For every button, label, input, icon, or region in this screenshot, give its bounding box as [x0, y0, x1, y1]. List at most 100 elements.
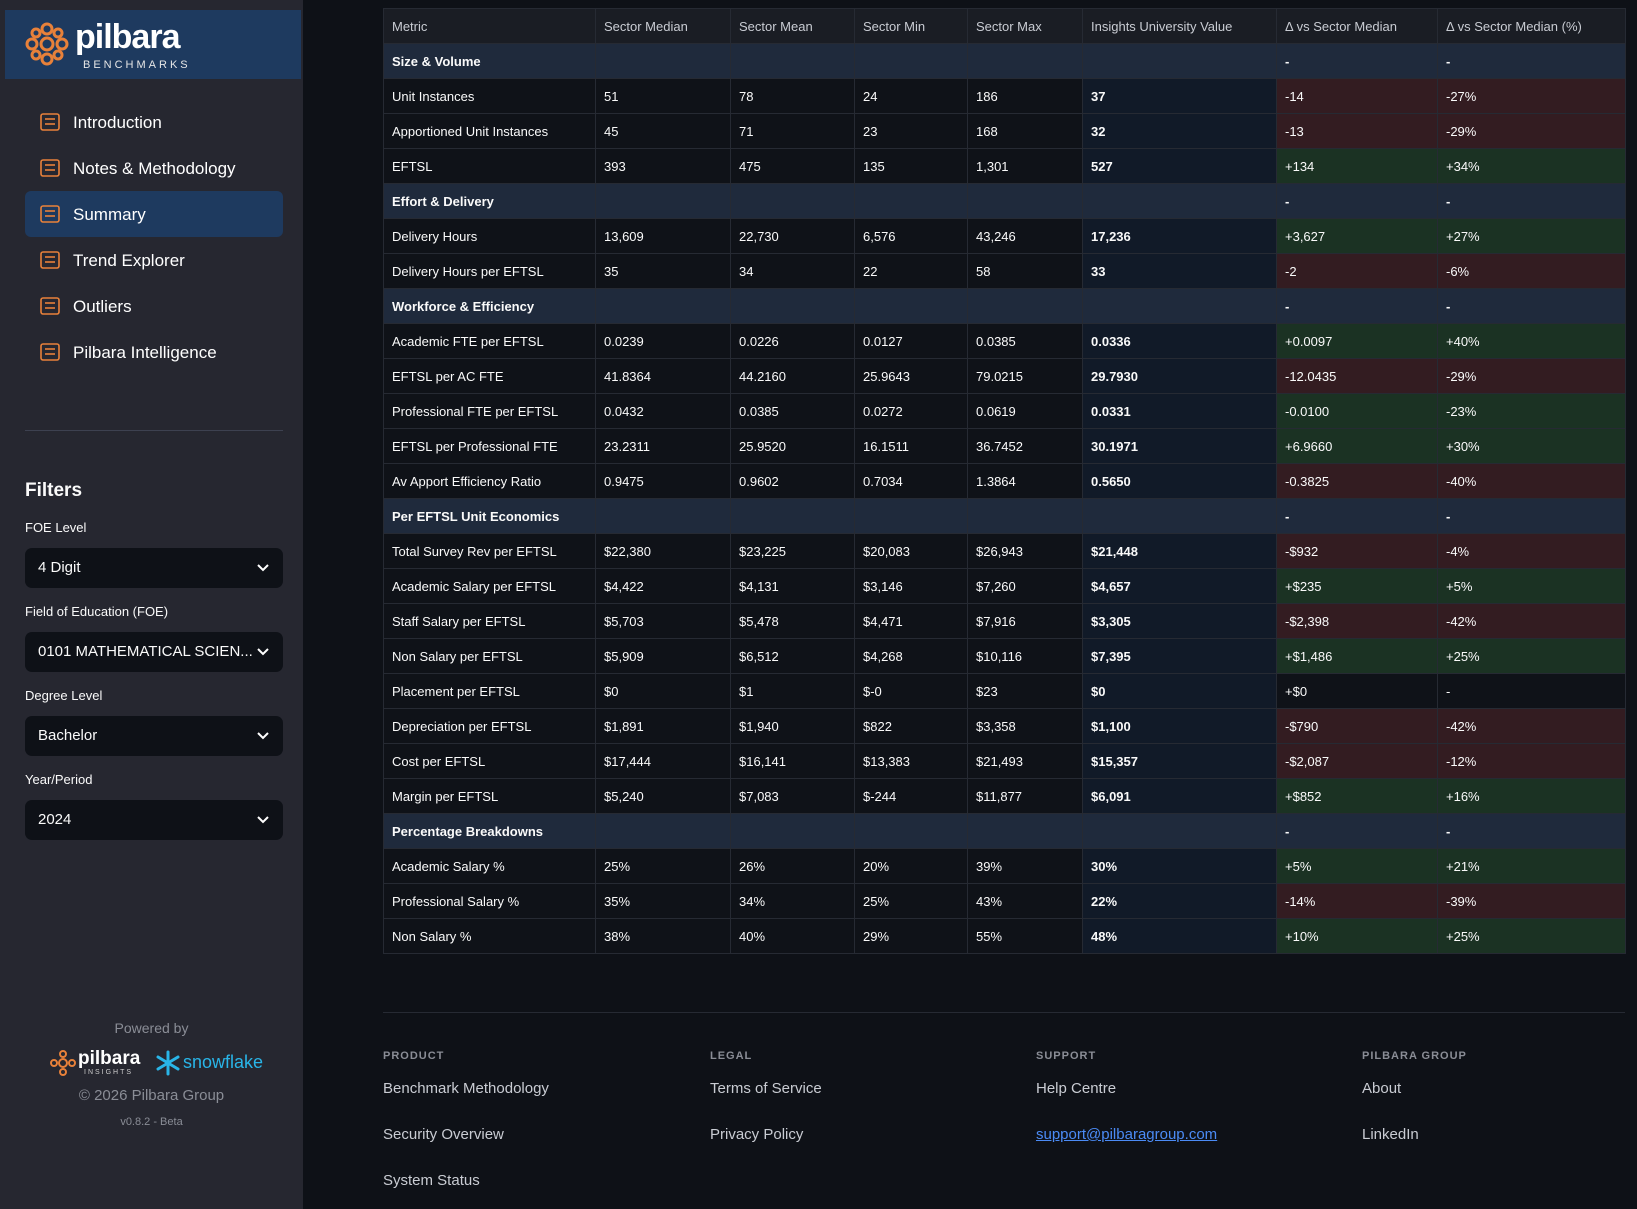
- pilbara-logo-sub: INSIGHTS: [84, 1069, 134, 1076]
- metric-cell: 30.1971: [1082, 428, 1277, 464]
- data-row: Margin per EFTSL $5,240 $7,083 $-244 $11,877…: [383, 778, 1626, 814]
- pilbara-logo-icon: [50, 1050, 76, 1076]
- filter-select[interactable]: 0101 MATHEMATICAL SCIEN...: [25, 632, 283, 672]
- nav-item[interactable]: Summary: [25, 191, 283, 237]
- nav-label: Outliers: [73, 297, 132, 316]
- metric-cell: $3,146: [854, 568, 968, 604]
- footer-link[interactable]: System Status: [383, 1172, 480, 1189]
- metric-name: Non Salary %: [383, 918, 596, 954]
- section-delta: -: [1276, 813, 1438, 849]
- metric-cell: $5,703: [595, 603, 731, 639]
- metric-cell: 6,576: [854, 218, 968, 254]
- snowflake-text: snowflake: [183, 1052, 264, 1072]
- logo-icon: [25, 22, 69, 66]
- pilbara-logo-text: pilbara: [78, 1048, 141, 1069]
- filter-select[interactable]: 4 Digit: [25, 548, 283, 588]
- empty-cell: [730, 183, 855, 219]
- metric-cell: 45: [595, 113, 731, 149]
- metric-cell: 0.7034: [854, 463, 968, 499]
- section-title: Per EFTSL Unit Economics: [383, 498, 596, 534]
- metric-cell: -4%: [1437, 533, 1626, 569]
- metric-cell: 0.9602: [730, 463, 855, 499]
- filter-value: 0101 MATHEMATICAL SCIEN...: [38, 643, 253, 660]
- metric-cell: 29.7930: [1082, 358, 1277, 394]
- empty-cell: [1082, 183, 1277, 219]
- data-row: EFTSL 393 475 135 1,301 527 +134 +34%: [383, 148, 1626, 184]
- metric-cell: $7,260: [967, 568, 1083, 604]
- metric-cell: 25.9520: [730, 428, 855, 464]
- nav-icon: [40, 343, 60, 361]
- metric-cell: +30%: [1437, 428, 1626, 464]
- metric-cell: +134: [1276, 148, 1438, 184]
- filter-label: Field of Education (FOE): [25, 604, 169, 619]
- section-row: Percentage Breakdowns - -: [383, 813, 1626, 849]
- section-title: Percentage Breakdowns: [383, 813, 596, 849]
- metric-cell: $7,395: [1082, 638, 1277, 674]
- column-header: Insights University Value: [1082, 8, 1277, 44]
- metric-cell: 20%: [854, 848, 968, 884]
- metric-cell: $1: [730, 673, 855, 709]
- footer-link[interactable]: Help Centre: [1036, 1080, 1117, 1097]
- metric-name: EFTSL per AC FTE: [383, 358, 596, 394]
- metric-name: EFTSL per Professional FTE: [383, 428, 596, 464]
- footer-link[interactable]: Benchmark Methodology: [383, 1080, 549, 1097]
- empty-cell: [730, 498, 855, 534]
- metric-cell: $22,380: [595, 533, 731, 569]
- metric-cell: +40%: [1437, 323, 1626, 359]
- metric-cell: $21,448: [1082, 533, 1277, 569]
- pilbara-logo: pilbara INSIGHTS: [50, 1048, 146, 1078]
- section-delta: -: [1276, 498, 1438, 534]
- column-header: Metric: [383, 8, 596, 44]
- footer-link[interactable]: About: [1362, 1080, 1402, 1097]
- footer-link[interactable]: Terms of Service: [710, 1080, 822, 1097]
- nav-item[interactable]: Trend Explorer: [25, 237, 283, 283]
- snowflake-icon: [156, 1050, 180, 1076]
- footer-link[interactable]: Security Overview: [383, 1126, 504, 1143]
- metric-cell: $23,225: [730, 533, 855, 569]
- empty-cell: [595, 498, 731, 534]
- filter-select[interactable]: 2024: [25, 800, 283, 840]
- metric-cell: -14%: [1276, 883, 1438, 919]
- footer-heading: PRODUCT: [383, 1050, 445, 1062]
- metric-name: Depreciation per EFTSL: [383, 708, 596, 744]
- nav-icon: [40, 251, 60, 269]
- metric-cell: 51: [595, 78, 731, 114]
- nav-item[interactable]: Notes & Methodology: [25, 145, 283, 191]
- metric-cell: 30%: [1082, 848, 1277, 884]
- section-delta-pct: -: [1437, 498, 1626, 534]
- nav-label: Summary: [73, 205, 146, 224]
- metric-cell: -6%: [1437, 253, 1626, 289]
- metric-cell: -0.0100: [1276, 393, 1438, 429]
- metric-cell: +10%: [1276, 918, 1438, 954]
- metric-cell: -12.0435: [1276, 358, 1438, 394]
- metric-cell: 34: [730, 253, 855, 289]
- metric-cell: 36.7452: [967, 428, 1083, 464]
- metric-cell: 168: [967, 113, 1083, 149]
- metric-cell: +$852: [1276, 778, 1438, 814]
- nav-icon: [40, 113, 60, 131]
- metric-cell: +16%: [1437, 778, 1626, 814]
- empty-cell: [854, 288, 968, 324]
- data-row: Professional FTE per EFTSL 0.0432 0.0385 0.…: [383, 393, 1626, 429]
- footer-link[interactable]: LinkedIn: [1362, 1126, 1419, 1143]
- footer-link[interactable]: support@pilbaragroup.com: [1036, 1126, 1218, 1143]
- data-row: Placement per EFTSL $0 $1 $-0 $23 $0 +$0-: [383, 673, 1626, 709]
- nav-item[interactable]: Outliers: [25, 283, 283, 329]
- metric-cell: $4,131: [730, 568, 855, 604]
- metric-cell: -: [1437, 673, 1626, 709]
- metric-cell: 38%: [595, 918, 731, 954]
- filter-select[interactable]: Bachelor: [25, 716, 283, 756]
- metric-cell: $4,268: [854, 638, 968, 674]
- nav-item[interactable]: Introduction: [25, 99, 283, 145]
- metric-cell: 40%: [730, 918, 855, 954]
- footer-link[interactable]: Privacy Policy: [710, 1126, 804, 1143]
- copyright: © 2026 Pilbara Group: [78, 1087, 225, 1104]
- metric-cell: 58: [967, 253, 1083, 289]
- data-row: Cost per EFTSL $17,444 $16,141 $13,383 $21,4…: [383, 743, 1626, 779]
- metric-cell: $5,240: [595, 778, 731, 814]
- column-header: Δ vs Sector Median: [1276, 8, 1438, 44]
- nav-item[interactable]: Pilbara Intelligence: [25, 329, 283, 375]
- data-row: Total Survey Rev per EFTSL $22,380 $23,225…: [383, 533, 1626, 569]
- data-row: Delivery Hours 13,609 22,730 6,576 43,246 17,…: [383, 218, 1626, 254]
- metric-cell: $26,943: [967, 533, 1083, 569]
